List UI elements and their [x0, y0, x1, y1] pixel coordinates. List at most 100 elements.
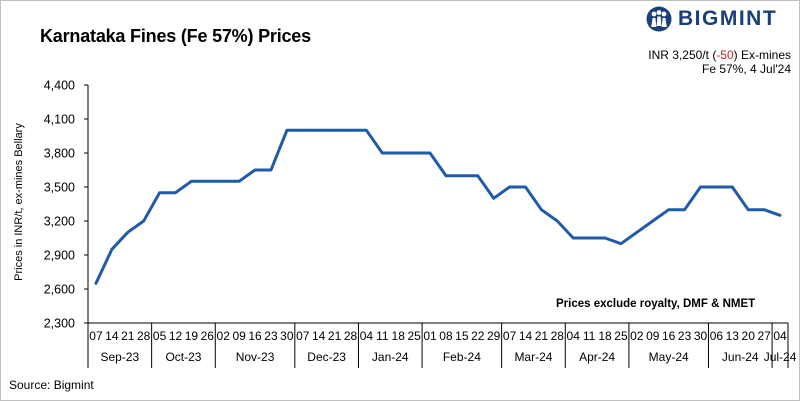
x-tick-label: 04 [567, 329, 581, 343]
price-point [190, 180, 193, 183]
x-tick-label: 09 [646, 329, 660, 343]
price-point [683, 208, 686, 211]
price-point [572, 236, 575, 240]
price-point [269, 168, 273, 172]
x-tick-label: 07 [503, 329, 517, 343]
price-point [492, 197, 495, 200]
x-tick-label: 20 [742, 329, 756, 343]
price-point [587, 236, 591, 240]
price-point [237, 180, 241, 183]
price-point [126, 231, 129, 234]
month-label: May-24 [649, 350, 689, 364]
price-point [556, 219, 559, 223]
price-point [476, 174, 479, 177]
price-point [381, 151, 384, 155]
chart-note: Prices exclude royalty, DMF & NMET [556, 298, 756, 310]
x-tick-label: 04 [360, 329, 374, 343]
people-group-icon [646, 6, 672, 32]
source-text: Source: Bigmint [9, 378, 94, 392]
x-tick-label: 13 [726, 329, 740, 343]
x-tick-label: 18 [598, 329, 612, 343]
price-info: INR 3,250/t (-50) Ex-mines Fe 57%, 4 Jul… [648, 48, 791, 76]
month-label: Feb-24 [443, 350, 481, 364]
x-tick-label: 22 [471, 329, 485, 343]
x-tick-label: 04 [773, 329, 787, 343]
x-tick-label: 11 [376, 329, 389, 343]
x-tick-label: 02 [630, 329, 644, 343]
y-tick-label: 2,600 [44, 283, 75, 297]
month-label: Mar-24 [514, 350, 552, 364]
x-tick-label: 08 [439, 329, 453, 343]
x-tick-label: 25 [614, 329, 628, 343]
price-info-line-2: Fe 57%, 4 Jul'24 [701, 62, 791, 76]
y-tick-label: 4,400 [44, 79, 75, 93]
month-label: Apr-24 [579, 350, 615, 364]
month-label: Oct-23 [165, 350, 201, 364]
price-series-line [94, 128, 782, 285]
x-tick-label: 23 [678, 329, 692, 343]
x-tick-label: 16 [662, 329, 676, 343]
x-tick-label: 29 [487, 329, 501, 343]
price-point [524, 185, 527, 189]
x-tick-label: 15 [455, 329, 469, 343]
x-tick-label: 14 [105, 329, 119, 343]
price-prefix: INR 3,250/t ( [648, 48, 717, 62]
price-change: -50 [716, 48, 734, 62]
y-tick-label: 3,500 [44, 181, 75, 195]
y-tick-label: 4,100 [44, 113, 75, 127]
price-point [715, 185, 718, 189]
x-tick-label: 14 [312, 329, 326, 343]
x-tick-label: 30 [694, 329, 708, 343]
x-tick-label: 05 [153, 329, 167, 343]
price-point [110, 248, 114, 251]
price-point [699, 185, 702, 189]
price-point [349, 129, 352, 132]
brand-name: BIGMINT [678, 7, 778, 30]
x-tick-label: 26 [201, 329, 215, 343]
price-suffix: ) Ex-mines [733, 48, 791, 62]
month-label: Jan-24 [372, 350, 409, 364]
price-point [651, 219, 654, 223]
price-point [619, 242, 623, 245]
price-point [778, 214, 782, 217]
price-point [253, 168, 257, 172]
price-info-line-1: INR 3,250/t (-50) Ex-mines [648, 48, 791, 62]
x-tick-label: 28 [551, 329, 565, 343]
y-tick-label: 2,300 [44, 317, 75, 331]
brand-logo: BIGMINT [646, 6, 777, 32]
x-tick-label: 16 [248, 329, 262, 343]
price-point [206, 180, 209, 183]
y-tick-label: 3,800 [44, 147, 75, 161]
month-label: Sep-23 [100, 350, 139, 364]
price-point [285, 129, 289, 132]
price-point [333, 129, 336, 132]
price-point [460, 174, 464, 177]
price-point [508, 185, 511, 189]
x-tick-label: 30 [280, 329, 294, 343]
x-tick-label: 01 [423, 329, 437, 343]
x-tick-label: 12 [169, 329, 183, 343]
month-label: Nov-23 [236, 350, 275, 364]
x-tick-label: 28 [344, 329, 358, 343]
chart-title: Karnataka Fines (Fe 57%) Prices [40, 26, 311, 46]
x-tick-label: 02 [217, 329, 231, 343]
x-tick-label: 07 [89, 329, 103, 343]
x-tick-label: 07 [296, 329, 310, 343]
x-tick-label: 11 [583, 329, 596, 343]
month-label: Dec-23 [307, 350, 346, 364]
month-label: Jun-24 [722, 350, 759, 364]
x-tick-label: 06 [710, 329, 724, 343]
price-point [397, 151, 400, 155]
x-tick-label: 21 [121, 329, 135, 343]
month-label: Jul-24 [764, 350, 797, 364]
price-point [222, 180, 225, 183]
price-point [540, 208, 543, 211]
price-point [174, 191, 177, 194]
price-point [301, 129, 304, 132]
price-point [412, 151, 416, 155]
price-point [635, 231, 639, 234]
x-tick-label: 27 [757, 329, 771, 343]
price-point [603, 236, 607, 240]
price-point [667, 208, 670, 211]
